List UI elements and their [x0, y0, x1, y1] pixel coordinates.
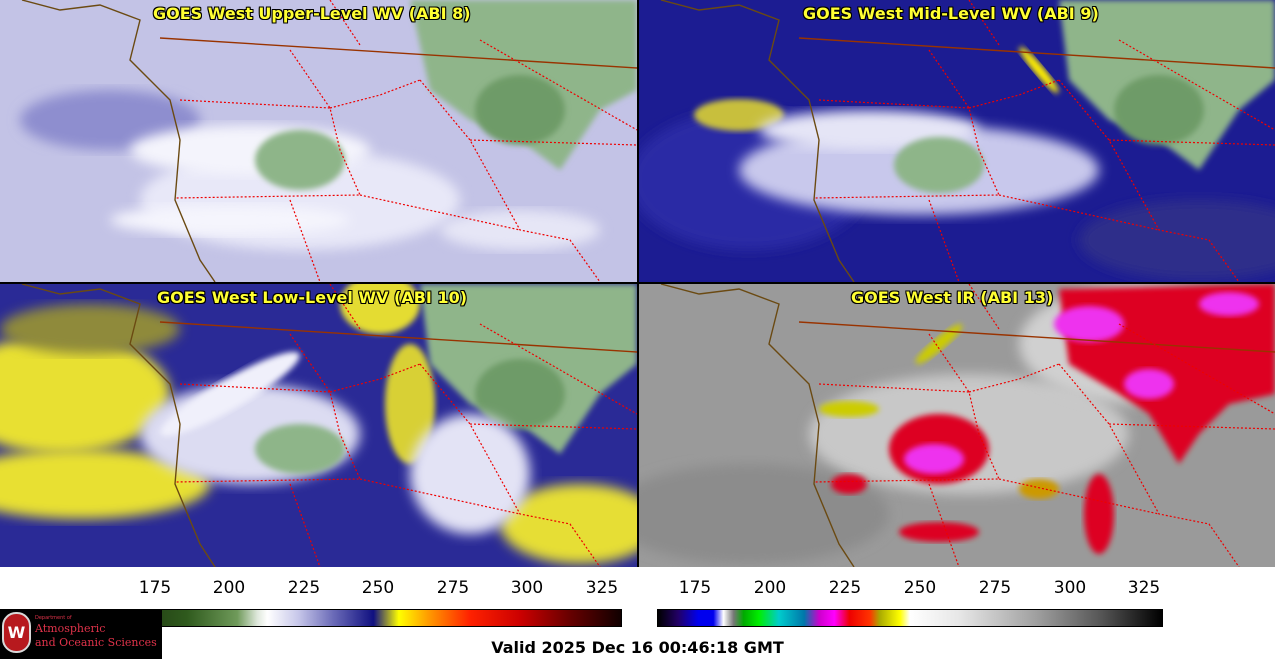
tick-label: 300	[1053, 578, 1087, 598]
logo-line1: Atmospheric	[35, 622, 106, 635]
tick-label: 200	[753, 578, 787, 598]
upper-level-wv-panel: GOES West Upper-Level WV (ABI 8)	[0, 0, 637, 282]
uw-seal-icon: W	[2, 612, 31, 653]
panel-title: GOES West Mid-Level WV (ABI 9)	[803, 4, 1099, 23]
tick-label: 175	[678, 578, 712, 598]
tick-label: 250	[903, 578, 937, 598]
mid-level-wv-panel: GOES West Mid-Level WV (ABI 9)	[639, 0, 1275, 282]
tick-label: 225	[828, 578, 862, 598]
logo-line2: and Oceanic Sciences	[35, 636, 157, 649]
ir-colorbar	[657, 609, 1163, 627]
ir-image	[639, 284, 1275, 567]
low-level-wv-image	[0, 284, 637, 567]
panel-divider	[0, 282, 1275, 284]
tick-label: 275	[978, 578, 1012, 598]
tick-label: 250	[361, 578, 395, 598]
ir-panel: GOES West IR (ABI 13)	[639, 284, 1275, 567]
ir-colorbar-ticks: 175 200 225 250 275 300 325	[657, 578, 1161, 600]
tick-label: 325	[585, 578, 619, 598]
aos-logo[interactable]: W Department of Atmospheric and Oceanic …	[0, 609, 162, 659]
tick-label: 325	[1127, 578, 1161, 598]
tick-label: 175	[138, 578, 172, 598]
logo-dept-text: Department of	[35, 615, 72, 621]
wv-colorbar-ticks: 175 200 225 250 275 300 325	[115, 578, 620, 600]
tick-label: 275	[436, 578, 470, 598]
mid-level-wv-image	[639, 0, 1275, 282]
tick-label: 225	[287, 578, 321, 598]
wv-colorbar	[115, 609, 622, 627]
low-level-wv-panel: GOES West Low-Level WV (ABI 10)	[0, 284, 637, 567]
panel-title: GOES West IR (ABI 13)	[851, 288, 1054, 307]
panel-title: GOES West Low-Level WV (ABI 10)	[157, 288, 468, 307]
valid-time: Valid 2025 Dec 16 00:46:18 GMT	[491, 638, 784, 657]
tick-label: 300	[510, 578, 544, 598]
tick-label: 200	[212, 578, 246, 598]
upper-level-wv-image	[0, 0, 637, 282]
panel-title: GOES West Upper-Level WV (ABI 8)	[153, 4, 471, 23]
